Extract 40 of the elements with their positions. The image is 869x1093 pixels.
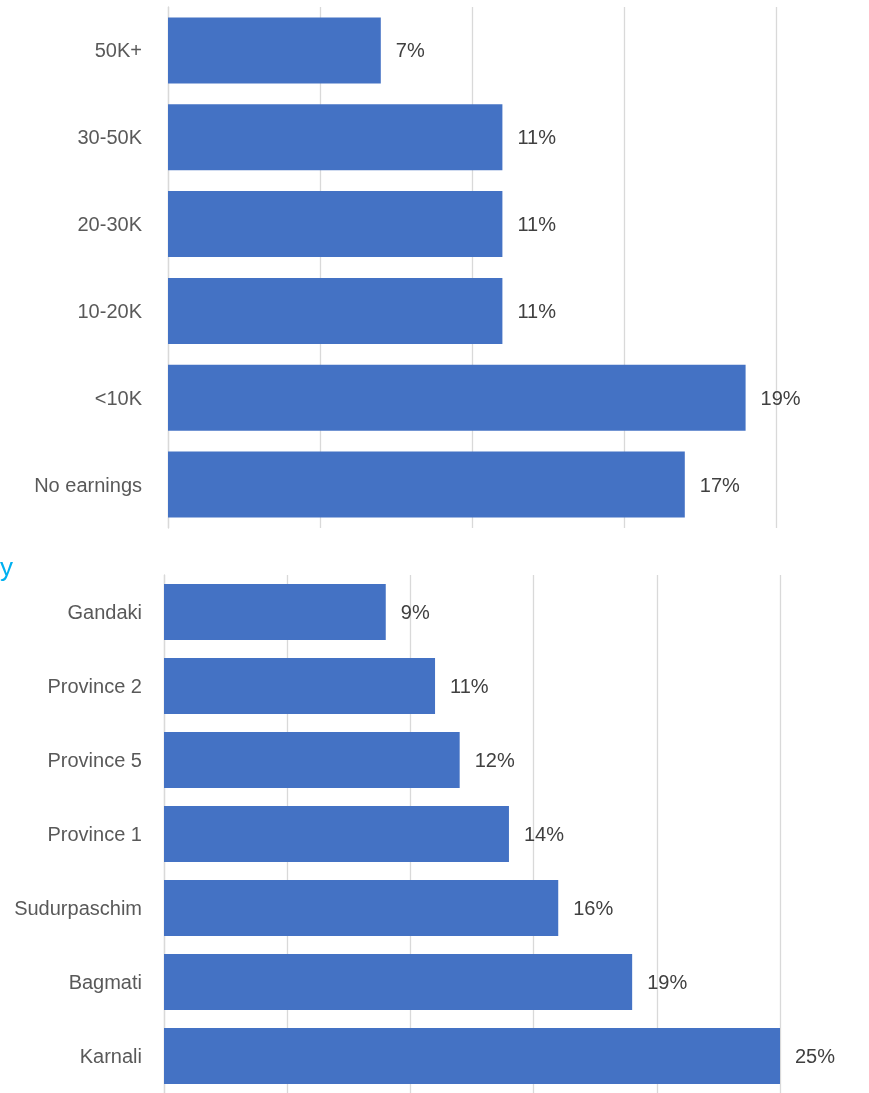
bar <box>168 104 503 171</box>
y-tick-label: 50K+ <box>94 39 142 62</box>
y-tick-label: 10-20K <box>77 299 143 322</box>
data-label: 11% <box>450 675 489 697</box>
data-label: 16% <box>573 897 614 919</box>
data-label: 11% <box>517 213 557 236</box>
bar <box>164 583 386 641</box>
chart-title: y <box>0 552 13 582</box>
data-label: 11% <box>517 126 557 149</box>
y-tick-label: No earnings <box>34 473 142 496</box>
y-tick-label: Karnali <box>79 1045 142 1067</box>
y-tick-label: 20-30K <box>77 213 143 236</box>
y-tick-label: Sudurpaschim <box>14 897 142 919</box>
data-label: 12% <box>474 749 515 771</box>
data-label: 25% <box>795 1045 836 1067</box>
bar <box>164 657 436 715</box>
data-label: 19% <box>647 971 688 993</box>
bar <box>164 953 633 1011</box>
y-tick-label: Province 1 <box>47 823 142 845</box>
data-label: 14% <box>523 823 565 845</box>
y-tick-label: Province 2 <box>47 675 142 697</box>
bar <box>168 277 503 344</box>
bar <box>164 731 460 789</box>
data-label: 11% <box>517 299 557 322</box>
y-tick-label: Bagmati <box>68 971 142 993</box>
bar <box>164 1027 780 1085</box>
bar <box>168 364 746 431</box>
y-tick-label: <10K <box>94 386 143 409</box>
y-tick-label: 30-50K <box>77 126 143 149</box>
bar <box>168 17 381 84</box>
bar <box>164 879 559 937</box>
y-tick-label: Gandaki <box>67 601 142 623</box>
bar <box>168 451 685 518</box>
data-label: 7% <box>395 39 425 62</box>
bar <box>164 805 509 863</box>
data-label: 19% <box>760 386 801 409</box>
y-tick-label: Province 5 <box>47 749 142 771</box>
data-label: 9% <box>400 601 430 623</box>
bar <box>168 191 503 258</box>
data-label: 17% <box>699 473 741 496</box>
